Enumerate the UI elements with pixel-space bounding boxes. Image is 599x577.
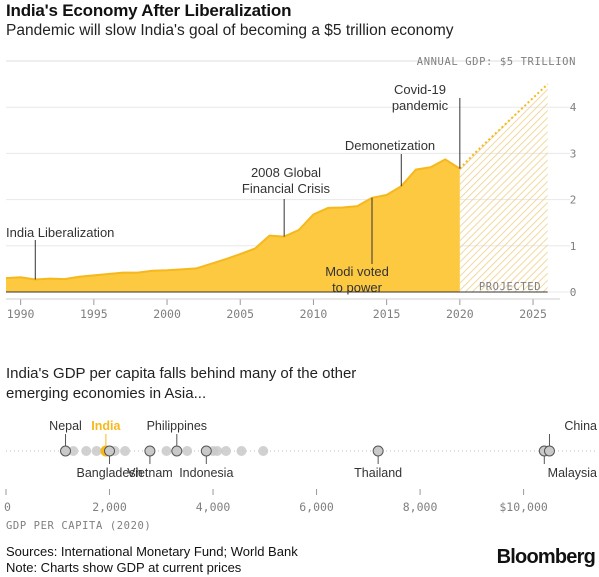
country-label: China [564, 419, 597, 433]
y-tick-label: 3 [570, 147, 577, 160]
bloomberg-logo: Bloomberg [496, 546, 596, 568]
x-axis-label: GDP PER CAPITA (2020) [6, 520, 151, 532]
country-dot [144, 445, 156, 457]
y-tick-label: 4 [570, 101, 577, 114]
annotation-label: India Liberalization [6, 225, 114, 240]
country-dot [220, 446, 231, 456]
country-dot [200, 445, 212, 457]
page-title: India's Economy After Liberalization [6, 1, 292, 20]
x-tick-label: 2000 [153, 307, 181, 321]
country-dot [372, 445, 384, 457]
country-dot [236, 446, 247, 456]
country-label: Nepal [49, 419, 82, 433]
country-dot [81, 446, 92, 456]
x-tick-label: 1995 [80, 307, 108, 321]
section-heading: India's GDP per capita falls behind many… [6, 365, 357, 402]
x-tick-label: 2025 [519, 307, 547, 321]
country-dot [68, 446, 79, 456]
country-dot [543, 445, 555, 457]
gdp-area [6, 159, 460, 292]
country-dot [212, 446, 223, 456]
x-tick-label: 2005 [226, 307, 254, 321]
y-axis-label: ANNUAL GDP: $5 TRILLION [417, 56, 576, 68]
x-tick-label: 2015 [373, 307, 401, 321]
country-label: Philippines [147, 419, 207, 433]
country-label: Vietnam [127, 466, 173, 480]
country-dot [171, 445, 183, 457]
country-label: Malaysia [548, 466, 597, 480]
x-tick-label: 8,000 [403, 500, 438, 514]
x-tick-label: 0 [4, 500, 11, 514]
x-tick-label: 2010 [300, 307, 328, 321]
x-tick-label: 6,000 [299, 500, 334, 514]
country-label: Thailand [354, 466, 402, 480]
annotation-label: 2008 Global [251, 165, 321, 180]
india-label: India [91, 419, 121, 433]
note-text: Note: Charts show GDP at current prices [6, 560, 242, 575]
annotation-label: to power [332, 280, 383, 295]
sources-text: Sources: International Monetary Fund; Wo… [6, 544, 298, 559]
annotation-label: pandemic [392, 98, 449, 113]
country-dot [258, 446, 269, 456]
country-dot [91, 446, 102, 456]
annotation-label: Financial Crisis [242, 181, 331, 196]
x-tick-label: 4,000 [196, 500, 231, 514]
footer-notes: Sources: International Monetary Fund; Wo… [6, 544, 298, 576]
y-tick-label: 0 [570, 286, 577, 299]
annotation-label: Covid-19 [394, 82, 446, 97]
country-label: Bangladesh [77, 466, 143, 480]
projected-label: PROJECTED [479, 281, 541, 293]
country-dot [182, 446, 193, 456]
y-tick-label: 1 [570, 240, 577, 253]
annotation-label: Modi voted [325, 264, 389, 279]
y-tick-label: 2 [570, 194, 577, 207]
page-subtitle: Pandemic will slow India's goal of becom… [6, 22, 454, 39]
country-dot [120, 446, 131, 456]
x-tick-label: 2020 [446, 307, 474, 321]
country-dot [60, 445, 72, 457]
gdp-line [5, 158, 461, 281]
annotation-label: Demonetization [345, 138, 435, 153]
country-dot [161, 446, 172, 456]
country-label: Indonesia [179, 466, 233, 480]
x-tick-label: 2,000 [92, 500, 127, 514]
projected-area [459, 84, 548, 292]
x-tick-label: 1990 [7, 307, 35, 321]
country-dot [104, 445, 116, 457]
x-tick-label: $10,000 [499, 500, 548, 514]
